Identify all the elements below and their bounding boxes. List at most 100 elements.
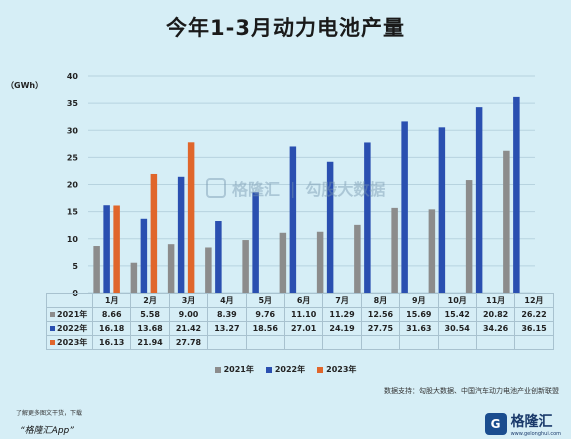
data-label (207, 335, 247, 350)
data-table: 1月 2月 3月 4月 5月 6月 7月 8月 9月 10月 11月 12月 2021年 8.66 5.58… (46, 293, 554, 350)
legend-item: 2023年 (317, 364, 356, 375)
series-swatch (50, 340, 55, 345)
brand-logo-icon: G (484, 413, 507, 435)
data-label: 15.42 (437, 307, 477, 322)
data-label: 20.82 (475, 307, 516, 322)
bar-2022年-7月 (326, 161, 334, 293)
series-swatch (50, 312, 55, 317)
data-label: 9.00 (168, 307, 209, 322)
bar-2022年-10月 (438, 127, 446, 294)
bar-2021年-12月 (503, 150, 510, 293)
bar-2021年-3月 (167, 244, 175, 293)
bar-2022年-9月 (401, 121, 408, 293)
bar-2021年-4月 (205, 247, 212, 293)
bar-2021年-7月 (316, 231, 324, 293)
watermark-sub-brand: 勾股大数据 (305, 180, 386, 199)
legend-label: 2023年 (326, 365, 357, 374)
data-label: 27.75 (360, 321, 401, 336)
bar-2023年-2月 (150, 173, 158, 293)
data-label (437, 335, 477, 350)
bar-2021年-9月 (391, 207, 398, 293)
data-label: 15.69 (399, 307, 439, 322)
table-row-header: 2022年 (46, 321, 93, 336)
legend-swatch (317, 366, 324, 373)
bar-2023年-1月 (113, 205, 120, 293)
data-label: 26.22 (514, 307, 554, 322)
x-tick-label: 6月 (283, 293, 324, 308)
y-tick-label: 5 (72, 262, 78, 271)
data-label: 16.18 (91, 321, 132, 336)
data-label: 36.15 (514, 321, 554, 336)
data-label (360, 335, 401, 350)
bar-2022年-8月 (364, 142, 371, 293)
legend-item: 2022年 (265, 364, 306, 375)
x-tick-label: 3月 (168, 293, 209, 308)
watermark-separator: | (290, 178, 296, 198)
data-label: 8.39 (207, 307, 247, 322)
chart-title: 今年1-3月动力电池产量 (166, 16, 405, 40)
bar-2022年-6月 (289, 146, 297, 293)
data-label: 24.19 (322, 321, 362, 336)
watermark-logo-icon (206, 178, 226, 198)
x-tick-label: 11月 (475, 293, 516, 308)
bar-2021年-8月 (354, 224, 361, 293)
x-tick-label: 8月 (360, 293, 401, 308)
bar-2021年-6月 (279, 232, 287, 293)
data-label: 34.26 (475, 321, 516, 336)
x-tick-label: 9月 (399, 293, 439, 308)
footer-site: www.gelonghui.com (510, 431, 561, 437)
data-source: 数据支持：勾股大数据、中国汽车动力电池产业创新联盟 (384, 387, 559, 395)
y-tick-label: 15 (67, 208, 79, 217)
data-label: 13.27 (207, 321, 247, 336)
x-tick-label: 12月 (514, 293, 554, 308)
bar-2022年-3月 (177, 176, 185, 293)
data-label: 27.78 (168, 335, 209, 350)
bar-2022年-5月 (252, 192, 259, 293)
y-tick-label: 30 (67, 126, 79, 135)
data-label: 18.56 (245, 321, 285, 336)
watermark: 格隆汇 | 勾股大数据 (206, 176, 385, 200)
data-label: 30.54 (437, 321, 477, 336)
data-label (399, 335, 439, 350)
table-row: 2022年 16.18 13.68 21.42 13.27 18.56 27.01 24.19… (46, 321, 554, 336)
footer-app-name: “格隆汇App” (20, 426, 74, 436)
footer-logo: G 格隆汇 www.gelonghui.com (484, 411, 561, 437)
data-label: 5.58 (130, 307, 170, 322)
data-label: 31.63 (399, 321, 439, 336)
bar-2021年-5月 (242, 240, 249, 293)
x-tick-label: 1月 (91, 293, 132, 308)
y-tick-label: 25 (67, 153, 79, 162)
table-row: 2023年 16.13 21.94 27.78 (46, 335, 554, 350)
bar-2022年-11月 (475, 107, 483, 294)
data-label: 11.29 (322, 307, 362, 322)
legend-label: 2021年 (223, 365, 254, 374)
bar-2022年-1月 (103, 205, 110, 293)
y-tick-label: 20 (67, 181, 79, 190)
bar-2022年-2月 (140, 218, 148, 293)
bar-2021年-1月 (93, 246, 100, 293)
x-tick-label: 4月 (207, 293, 247, 308)
data-label (283, 335, 324, 350)
data-label (322, 335, 362, 350)
x-tick-label: 7月 (322, 293, 362, 308)
y-tick-label: 10 (67, 235, 79, 244)
data-label: 8.66 (91, 307, 132, 322)
table-row-header: 2021年 (46, 307, 93, 322)
data-label: 16.13 (91, 335, 132, 350)
bar-2021年-11月 (465, 180, 473, 293)
legend-label: 2022年 (274, 365, 306, 374)
table-header-row: 1月 2月 3月 4月 5月 6月 7月 8月 9月 10月 11月 12月 (46, 293, 554, 308)
footer-brand: 格隆汇 (510, 414, 553, 430)
bar-2022年-4月 (215, 221, 222, 293)
bar-2021年-10月 (428, 209, 436, 293)
footer-note: 了解更多图文干货，下载 (16, 410, 83, 417)
data-label: 13.68 (130, 321, 170, 336)
x-tick-label: 2月 (130, 293, 170, 308)
data-label (514, 335, 554, 350)
data-label: 21.42 (168, 321, 209, 336)
chart-legend: 2021年 2022年 2023年 (0, 364, 571, 375)
legend-swatch (265, 366, 272, 373)
data-label: 12.56 (360, 307, 401, 322)
series-swatch (50, 326, 55, 331)
